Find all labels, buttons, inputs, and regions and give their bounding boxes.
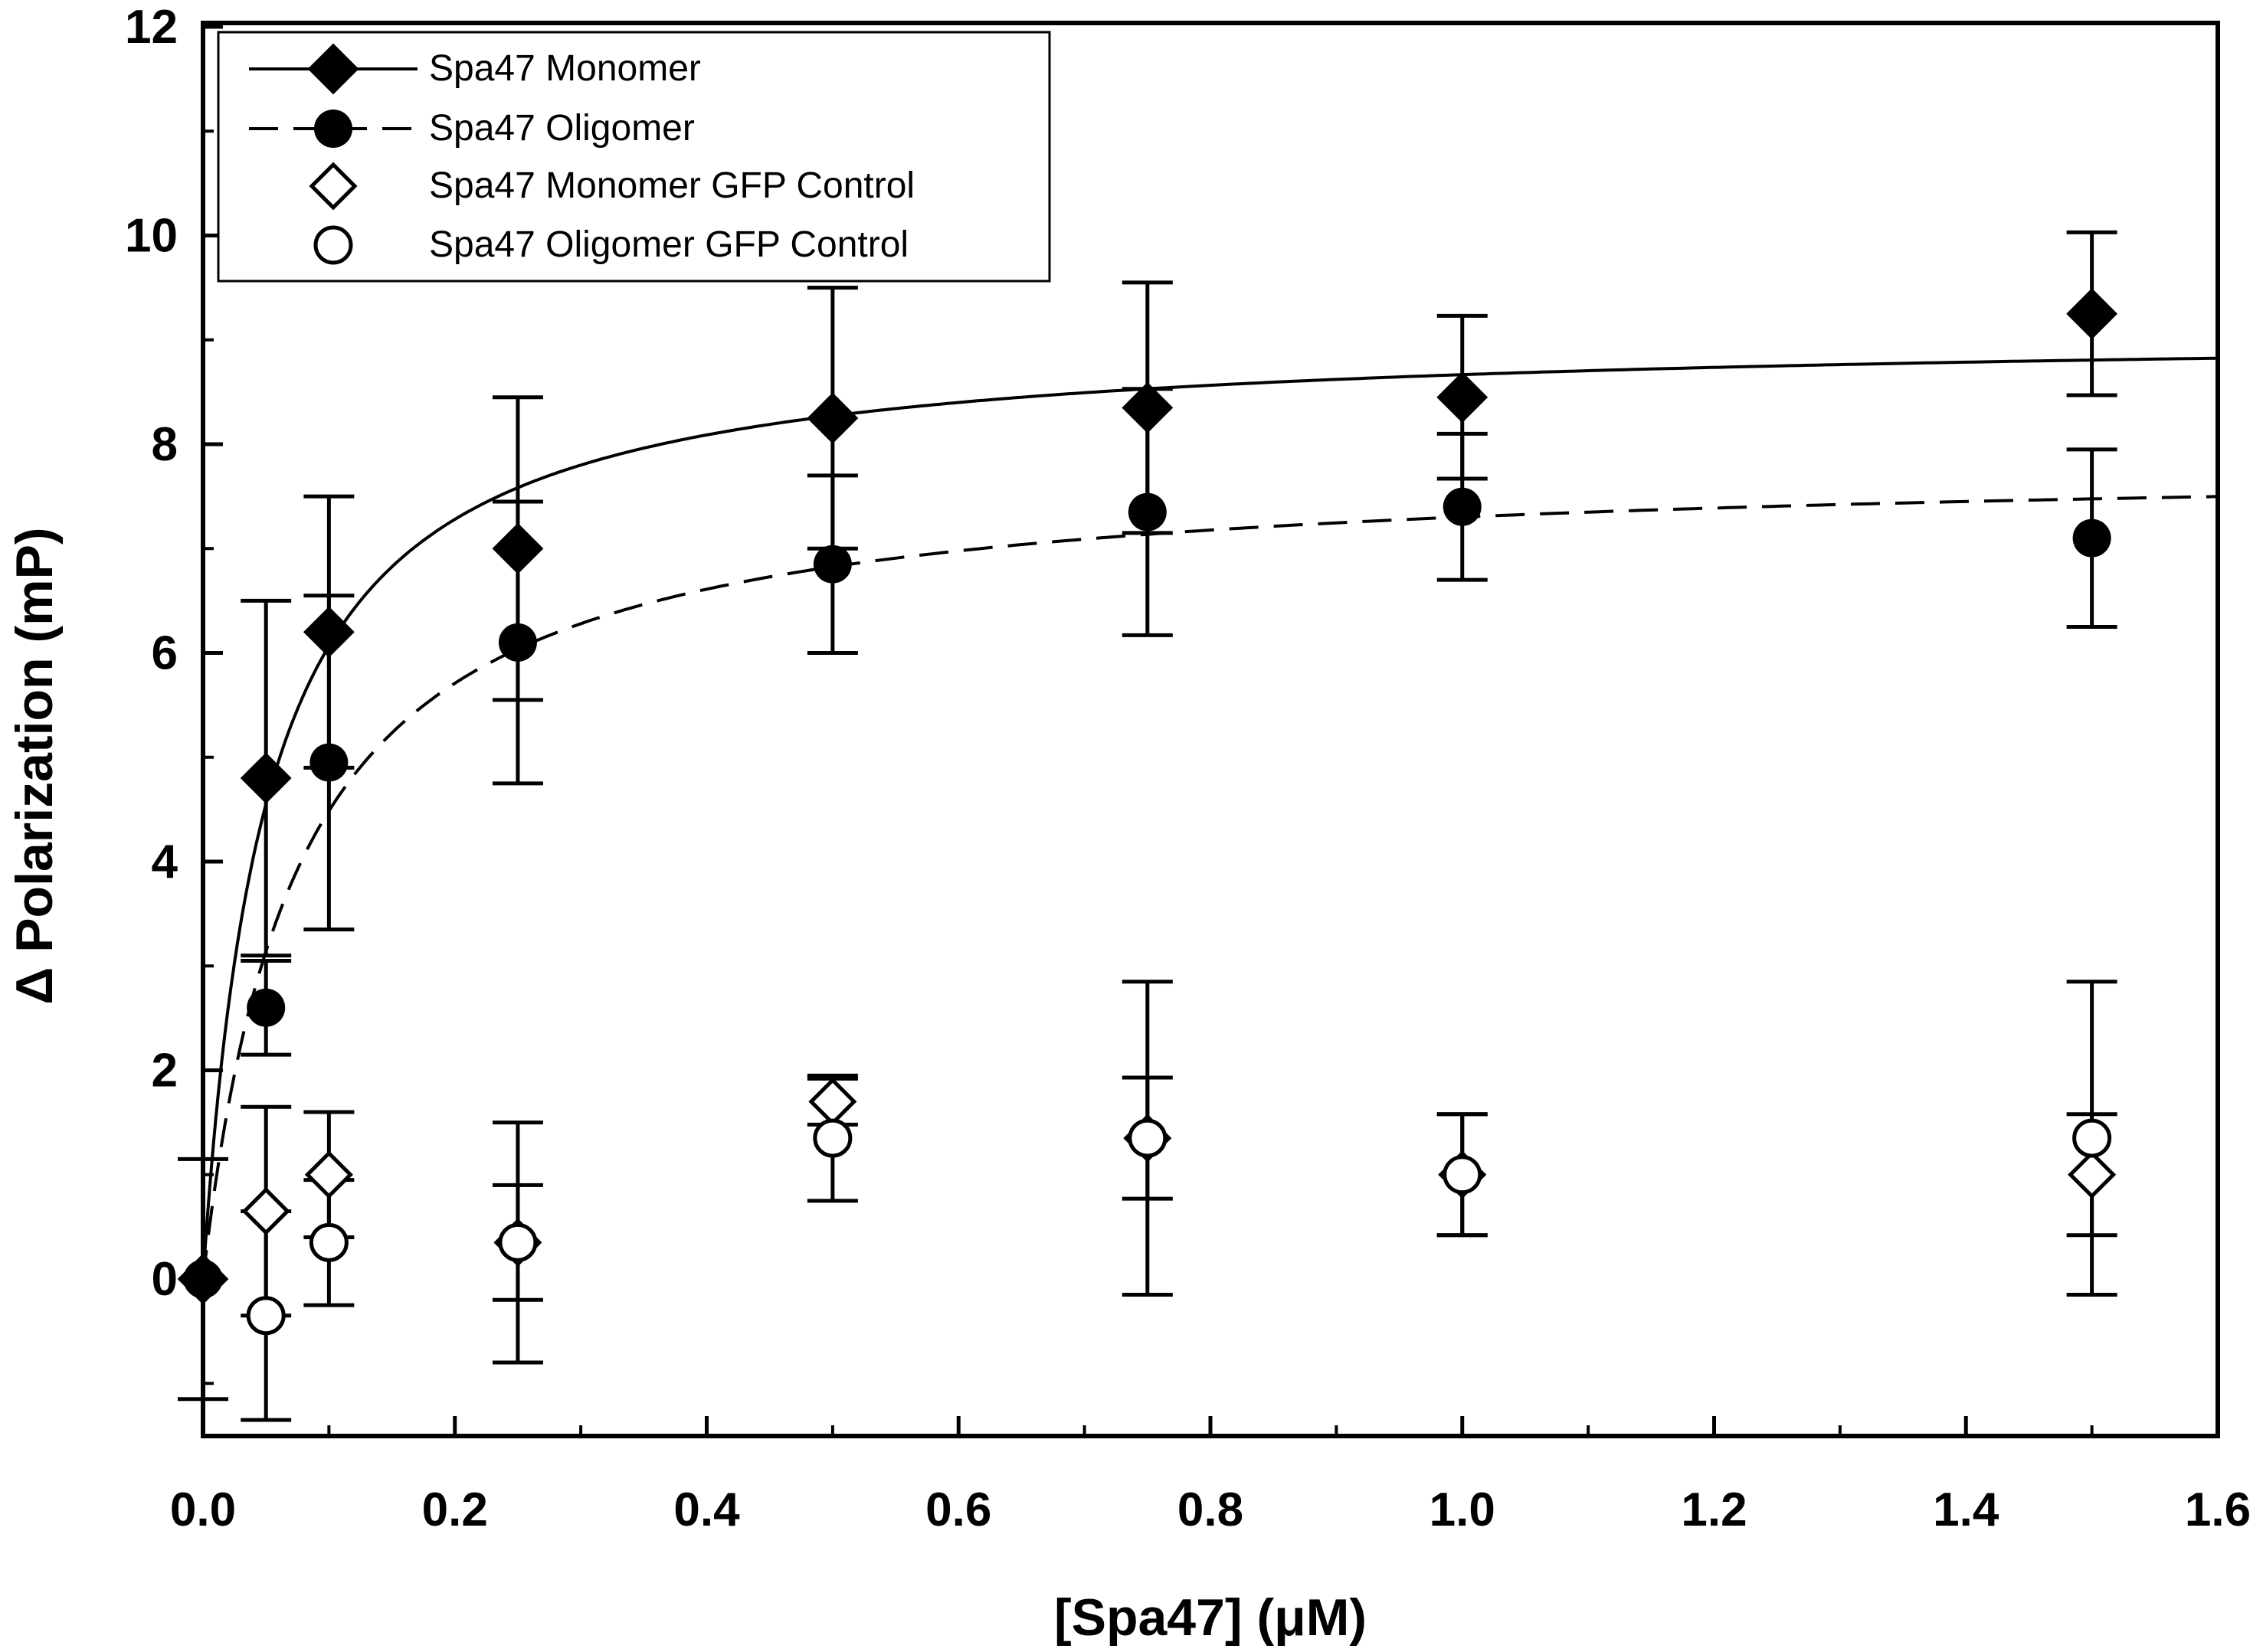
oligomer-gfp-point [2072,1118,2112,1158]
y-tick-label: 8 [152,418,178,471]
y-axis-title: Δ Polarization (mP) [5,527,64,1004]
legend-label-monomer: Spa47 Monomer [429,48,701,89]
oligomer-point [247,988,286,1027]
oligomer-fit-curve [201,495,2219,1280]
legend-label-oligomer: Spa47 Oligomer [429,108,695,149]
legend-marker-monomer-gfp [309,162,358,211]
legend-label-oligomer-gfp: Spa47 Oligomer GFP Control [429,224,909,265]
x-tick-label: 1.0 [1430,1484,1495,1536]
monomer-gfp-point [304,1150,353,1199]
x-tick-label: 1.4 [1933,1484,1999,1536]
oligomer-gfp-point [309,1222,349,1262]
oligomer-gfp-point [498,1222,538,1262]
y-tick-label: 10 [125,210,178,263]
x-tick-label: 0.6 [925,1484,991,1536]
oligomer-gfp-point [1128,1118,1168,1158]
x-axis: 0.0 0.2 0.4 0.6 0.8 1.0 1.2 1.4 1.6 [170,1416,2251,1536]
monomer-gfp-point [241,1186,290,1235]
y-tick-label: 2 [152,1045,178,1098]
legend-marker-oligomer [314,110,352,148]
x-tick-label: 0.2 [422,1484,488,1536]
y-tick-label: 0 [152,1253,178,1306]
legend: Spa47 Monomer Spa47 Oligomer Spa47 Monom… [217,31,1051,283]
legend-label-monomer-gfp: Spa47 Monomer GFP Control [429,165,915,206]
monomer-fit-curve [201,356,2219,1280]
oligomer-point [813,545,852,584]
x-tick-label: 0.8 [1177,1484,1243,1536]
x-tick-label: 0.4 [673,1484,740,1536]
monomer-point [1436,371,1488,424]
oligomer-point [309,743,349,782]
legend-marker-oligomer-gfp [313,225,353,265]
oligomer-point [1128,492,1167,532]
data-markers [177,288,2118,1336]
oligomer-point [1443,487,1482,526]
x-tick-label: 1.6 [2185,1484,2251,1536]
oligomer-point [498,623,537,662]
monomer-point [807,392,859,444]
oligomer-gfp-point [1443,1155,1482,1195]
oligomer-gfp-point [813,1118,853,1158]
x-tick-label: 1.2 [1681,1484,1747,1536]
x-axis-title: [Spa47] (μM) [1054,1588,1367,1647]
monomer-point [492,522,544,574]
y-axis: 0 2 4 6 8 10 12 [125,1,223,1385]
monomer-gfp-point [2068,1150,2117,1199]
x-tick-label: 0.0 [170,1484,236,1536]
legend-box [217,31,1051,283]
monomer-point [303,606,355,658]
monomer-point [177,1253,229,1305]
oligomer-point [2072,518,2111,558]
legend-marker-monomer [307,43,359,95]
monomer-point [2066,288,2118,340]
oligomer-gfp-point [246,1296,286,1336]
monomer-point [240,752,292,804]
y-tick-label: 4 [152,836,178,888]
y-tick-label: 6 [152,627,178,680]
y-tick-label: 12 [125,1,178,54]
monomer-gfp-point [808,1077,857,1126]
monomer-point [1122,381,1174,433]
fit-curves [201,356,2219,1280]
